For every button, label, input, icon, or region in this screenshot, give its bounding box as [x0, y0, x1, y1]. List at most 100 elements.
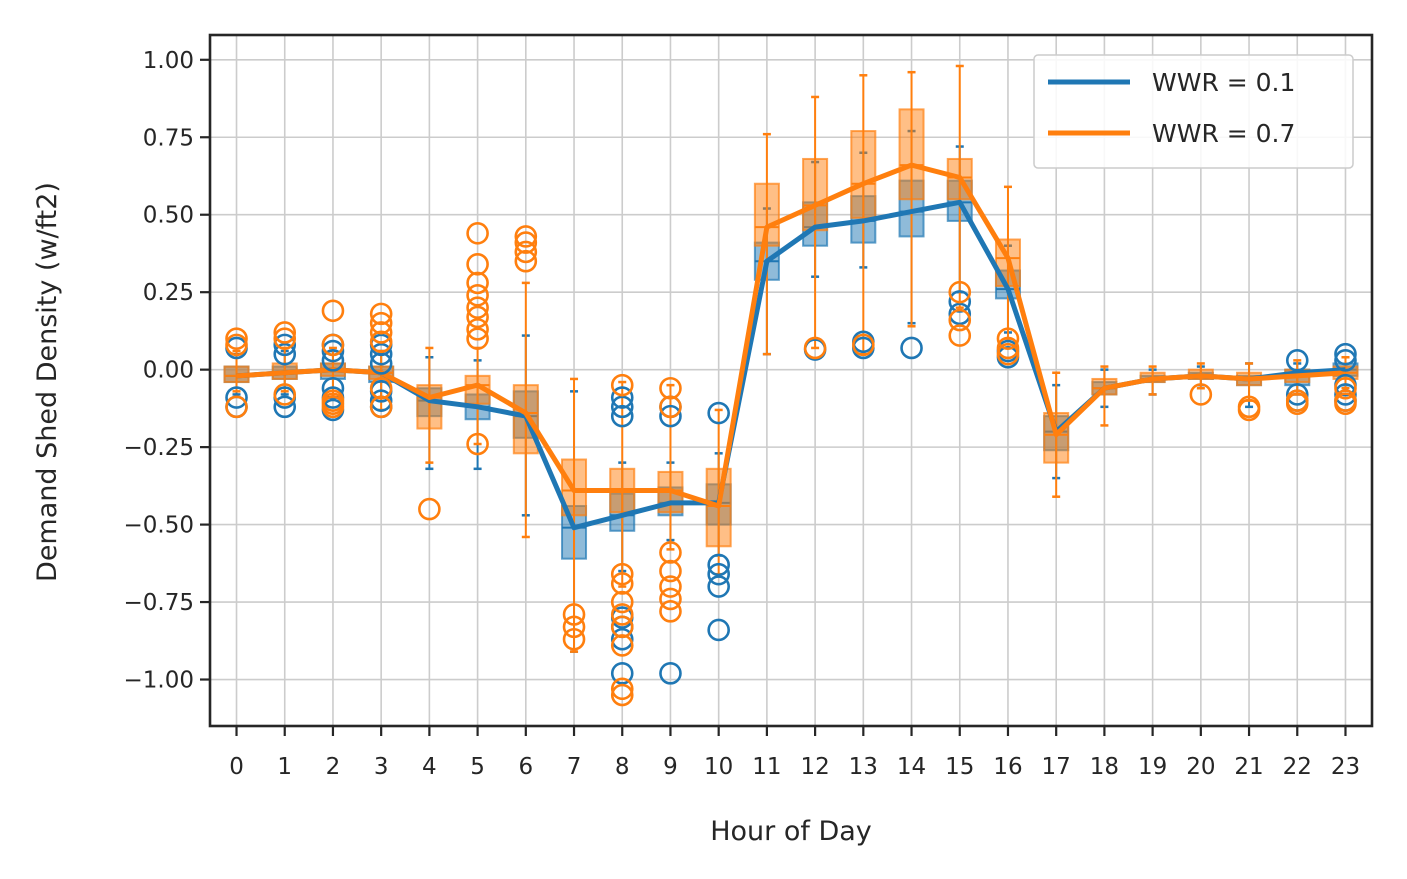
- outlier-point: [1285, 392, 1309, 416]
- outlier-point: [659, 395, 682, 419]
- plot-frame: [208, 33, 1374, 728]
- outlier-point: [610, 404, 634, 428]
- outlier-point: [514, 231, 538, 254]
- outlier-point: [996, 342, 1020, 366]
- outlier-point: [610, 572, 634, 595]
- outlier-point: [466, 283, 489, 307]
- x-tick-label: 2: [326, 754, 341, 780]
- x-tick-label: 19: [1138, 754, 1167, 780]
- outlier-point: [659, 541, 682, 564]
- outlier-point: [610, 683, 634, 707]
- legend: WWR = 0.1 WWR = 0.7: [1033, 54, 1354, 169]
- outlier-point: [659, 404, 682, 428]
- outlier-point: [562, 615, 586, 639]
- outlier-point: [369, 302, 393, 326]
- axes: 0 1 2 3 4 5 6 7 8 9 10 11 12 13 14 15 16 17 18 19 20 21 22 231.…: [124, 33, 1374, 780]
- outlier-point: [1334, 392, 1357, 416]
- outlier-point: [562, 603, 586, 626]
- outlier-point: [803, 336, 827, 360]
- outlier-point: [369, 311, 393, 335]
- outlier-point: [659, 662, 682, 685]
- outlier-point: [610, 386, 634, 409]
- outlier-point: [1334, 383, 1357, 406]
- outlier-point: [610, 562, 634, 586]
- outlier-point: [948, 280, 972, 304]
- series-line-wwr-0-7: [236, 162, 1346, 509]
- outlier-point: [610, 395, 634, 419]
- x-tick-label: 14: [897, 754, 926, 780]
- x-tick-label: 8: [615, 754, 630, 780]
- outlier-point: [514, 240, 538, 264]
- x-tick-label: 10: [704, 754, 733, 780]
- outlier-point: [1334, 376, 1357, 400]
- outlier-point: [948, 324, 972, 347]
- x-tick-label: 13: [849, 754, 878, 780]
- outlier-point: [321, 339, 345, 363]
- series-lines: [236, 162, 1346, 531]
- outlier-point: [1237, 398, 1261, 422]
- outlier-point: [852, 333, 875, 357]
- outlier-point: [466, 327, 489, 350]
- outlier-point: [514, 225, 538, 248]
- outlier-point: [1189, 383, 1213, 406]
- outlier-point: [466, 305, 489, 329]
- outlier-point: [707, 575, 730, 598]
- outlier-point: [707, 562, 730, 586]
- x-tick-label: 15: [945, 754, 974, 780]
- legend-label-wwr-0-7: WWR = 0.7: [1152, 119, 1295, 148]
- outlier-point: [466, 318, 489, 341]
- outlier-point: [900, 336, 923, 360]
- box: [1043, 412, 1070, 464]
- outlier-point: [273, 342, 297, 366]
- outlier-point: [659, 559, 682, 583]
- x-tick-label: 17: [1042, 754, 1071, 780]
- outlier-point: [659, 587, 682, 611]
- outlier-point: [610, 603, 634, 626]
- outlier-point: [610, 634, 634, 657]
- y-tick-label: 0.50: [143, 203, 194, 229]
- outlier-point: [369, 376, 393, 400]
- y-tick-label: −0.25: [124, 435, 194, 461]
- x-tick-label: 18: [1090, 754, 1119, 780]
- y-tick-label: −1.00: [124, 668, 194, 694]
- x-tick-label: 11: [752, 754, 781, 780]
- outlier-point: [369, 395, 393, 419]
- outlier-point: [466, 296, 489, 319]
- outlier-point: [1334, 349, 1357, 372]
- outlier-point: [1285, 383, 1309, 406]
- outlier-point: [610, 677, 634, 701]
- x-tick-label: 5: [470, 754, 485, 780]
- outlier-point: [225, 333, 248, 357]
- x-tick-label: 12: [800, 754, 829, 780]
- outlier-point: [273, 327, 297, 350]
- x-tick-label: 16: [993, 754, 1022, 780]
- x-tick-label: 9: [663, 754, 678, 780]
- x-tick-label: 20: [1186, 754, 1215, 780]
- y-tick-label: 0.25: [143, 280, 194, 306]
- outlier-point: [369, 389, 393, 412]
- outlier-point: [610, 373, 634, 397]
- x-tick-label: 0: [229, 754, 244, 780]
- outlier-points: [225, 222, 1357, 707]
- x-tick-label: 1: [277, 754, 292, 780]
- outlier-point: [1334, 342, 1357, 366]
- outlier-point: [369, 352, 393, 375]
- outlier-point: [321, 299, 345, 323]
- outlier-point: [996, 327, 1020, 350]
- outlier-point: [659, 575, 682, 598]
- outlier-point: [1285, 349, 1309, 372]
- outlier-point: [225, 395, 248, 419]
- outlier-point: [466, 222, 489, 245]
- box: [802, 157, 829, 232]
- outlier-point: [707, 401, 730, 425]
- outlier-point: [948, 290, 972, 313]
- outlier-point: [369, 342, 393, 366]
- legend-label-wwr-0-1: WWR = 0.1: [1152, 68, 1295, 97]
- series-line-wwr-0-1: [236, 199, 1346, 531]
- outlier-point: [321, 349, 345, 372]
- outlier-point: [321, 333, 345, 357]
- outlier-point: [225, 327, 248, 350]
- outlier-point: [514, 249, 538, 273]
